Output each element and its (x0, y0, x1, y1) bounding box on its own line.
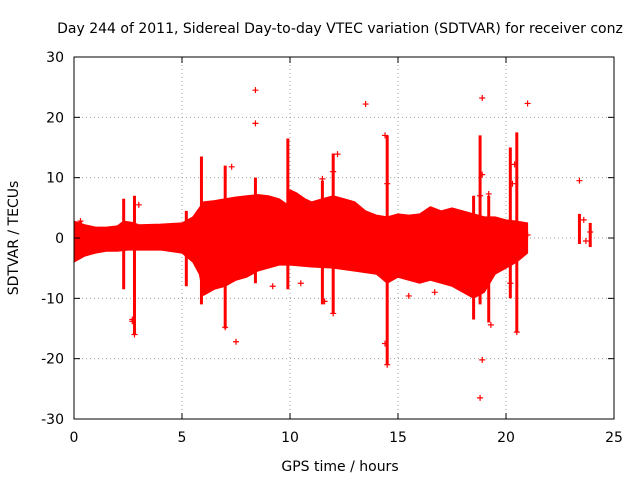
x-tick-label: 0 (70, 430, 79, 446)
data-band-area (73, 188, 529, 299)
data-point (330, 310, 337, 317)
data-point (477, 192, 484, 199)
data-point (487, 321, 494, 328)
data-point (580, 216, 587, 223)
y-tick-label: 30 (46, 50, 64, 66)
data-point (321, 298, 328, 305)
x-tick-label: 25 (605, 430, 623, 446)
data-point (509, 180, 516, 187)
data-point (587, 228, 594, 235)
data-point (362, 101, 369, 108)
data-point (269, 283, 276, 290)
data-point (479, 356, 486, 363)
data-point (513, 329, 520, 336)
data-point (496, 233, 503, 240)
data-point (131, 331, 138, 338)
chart-title: Day 244 of 2011, Sidereal Day-to-day VTE… (57, 21, 623, 37)
data-point (582, 238, 589, 245)
x-tick-label: 15 (389, 430, 407, 446)
data-point (477, 394, 484, 401)
data-point (384, 361, 391, 368)
data-point (334, 151, 341, 158)
ticks: 0 5 10 15 20 25 -30 -20 -10 0 10 20 30 (41, 50, 623, 446)
data-point (297, 280, 304, 287)
data-points (77, 87, 594, 401)
x-tick-label: 10 (281, 430, 299, 446)
data-point (524, 231, 531, 238)
y-tick-label: -10 (41, 291, 64, 307)
data-point (382, 340, 389, 347)
x-axis-title: GPS time / hours (281, 459, 398, 475)
y-axis-title: SDTVAR / TECUs (6, 181, 22, 296)
data-point (77, 218, 84, 225)
data-point (252, 87, 259, 94)
data-point (524, 100, 531, 107)
data-point (479, 95, 486, 102)
x-tick-label: 5 (178, 430, 187, 446)
x-tick-label: 20 (497, 430, 515, 446)
data-point (228, 163, 235, 170)
data-band (73, 188, 529, 299)
data-point (384, 180, 391, 187)
y-tick-label: 20 (46, 110, 64, 126)
data-spikes (78, 132, 592, 365)
data-point (511, 161, 518, 168)
data-point (485, 190, 492, 197)
data-point (222, 324, 229, 331)
data-point (382, 132, 389, 139)
data-point (576, 177, 583, 184)
data-point (233, 338, 239, 345)
data-point (479, 171, 486, 178)
data-point (330, 168, 337, 175)
data-point (319, 175, 326, 182)
y-tick-label: 10 (46, 171, 64, 187)
y-tick-label: 0 (55, 231, 64, 247)
data-point (129, 318, 136, 325)
data-point (507, 280, 514, 287)
data-point (405, 292, 412, 299)
data-point (135, 201, 142, 208)
y-tick-label: -20 (41, 352, 64, 368)
data-point (252, 120, 259, 127)
data-point (431, 289, 438, 296)
y-tick-label: -30 (41, 412, 64, 428)
